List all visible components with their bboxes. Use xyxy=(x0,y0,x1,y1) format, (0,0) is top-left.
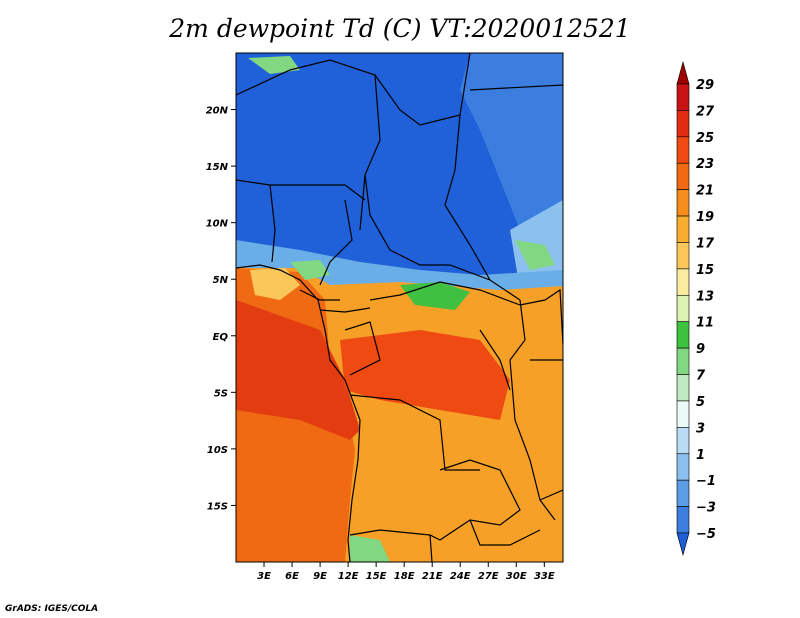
lon-tick-label: 6E xyxy=(285,571,299,582)
colorbar-bin xyxy=(676,453,690,481)
border-nigeria-south xyxy=(299,289,340,301)
lon-tick-label: 3E xyxy=(257,571,271,582)
border-drc-east xyxy=(479,329,511,391)
colorbar-label: 17 xyxy=(696,236,715,251)
colorbar-label: 3 xyxy=(696,421,705,436)
border-chad-sudan xyxy=(444,114,491,281)
colorbar-bin xyxy=(676,162,690,190)
lat-tick-label: 20N xyxy=(206,106,229,117)
border-nigeria-north xyxy=(236,179,366,201)
colorbar-label: 19 xyxy=(696,210,714,225)
colorbar-bin xyxy=(676,60,690,85)
colorbar-bin xyxy=(676,294,690,323)
lat-tick-label: EQ xyxy=(213,332,229,343)
border-zimbabwe xyxy=(469,519,541,546)
longitude-axis: 3E 6E 9E 12E 15E 18E 21E 24E 27E 30E 33E xyxy=(257,562,555,582)
border-libya-chad xyxy=(469,84,563,91)
lat-tick-label: 15S xyxy=(207,501,228,512)
border-nigeria-cameroon xyxy=(319,199,353,286)
lon-tick-label: 18E xyxy=(394,571,415,582)
lat-tick-label: 5S xyxy=(214,388,228,399)
border-drc-angola xyxy=(349,394,480,471)
colorbar-bin xyxy=(676,215,690,243)
dewpoint-field-green-patch-2 xyxy=(290,260,330,280)
colorbar-bin xyxy=(676,321,690,349)
lon-tick-label: 9E xyxy=(313,571,327,582)
colorbar-label: 9 xyxy=(696,342,705,357)
colorbar-label: 7 xyxy=(696,369,706,384)
lon-tick-label: 27E xyxy=(478,571,499,582)
dewpoint-field-gulf-pale xyxy=(250,268,300,300)
colorbar-label: −1 xyxy=(696,474,716,489)
dewpoint-field-green-patch-4 xyxy=(350,535,390,562)
colorbar: 29 27 25 23 21 19 17 15 13 11 9 7 5 3 1 −1 −3 −5 xyxy=(676,60,716,557)
lon-tick-label: 33E xyxy=(534,571,555,582)
colorbar-label: 11 xyxy=(696,316,714,331)
dewpoint-field-lightblue-northeast xyxy=(460,53,563,240)
map-title: 2m dewpoint Td (C) VT:2020012521 xyxy=(169,14,631,43)
colorbar-bin xyxy=(676,242,690,270)
lon-tick-label: 24E xyxy=(450,571,471,582)
lat-tick-label: 15N xyxy=(206,162,229,173)
lon-tick-label: 15E xyxy=(366,571,387,582)
lat-tick-label: 5N xyxy=(213,275,229,286)
colorbar-bin xyxy=(676,506,690,534)
dewpoint-field-coastal-red xyxy=(236,300,360,440)
border-uganda-kenya xyxy=(519,288,563,346)
latitude-axis: 20N 15N 10N 5N EQ 5S 10S 15S xyxy=(206,106,236,512)
colorbar-bin xyxy=(676,427,690,455)
dewpoint-field-congo-red xyxy=(340,330,510,420)
country-borders xyxy=(236,53,563,562)
colorbar-label: −5 xyxy=(696,527,716,542)
colorbar-label: −3 xyxy=(696,501,716,516)
map-frame xyxy=(235,52,564,563)
grads-credit: GrADS: IGES/COLA xyxy=(5,604,99,614)
colorbar-label: 25 xyxy=(696,131,714,146)
colorbar-bin xyxy=(676,136,690,164)
border-botswana xyxy=(429,534,433,562)
map-plot-area xyxy=(236,53,563,562)
border-angola-namibia xyxy=(349,529,441,541)
colorbar-label: 21 xyxy=(696,184,714,199)
colorbar-bin xyxy=(676,268,690,296)
dewpoint-field-green-patch-5 xyxy=(248,56,300,74)
dewpoint-field-green-patch-3 xyxy=(515,240,555,270)
border-car-south xyxy=(369,281,521,306)
lon-tick-label: 21E xyxy=(422,571,443,582)
colorbar-label: 27 xyxy=(696,104,715,119)
colorbar-label: 1 xyxy=(696,448,705,463)
colorbar-label: 29 xyxy=(696,78,714,93)
colorbar-label: 15 xyxy=(696,263,714,278)
colorbar-bin xyxy=(676,532,690,557)
lon-tick-label: 30E xyxy=(506,571,527,582)
colorbar-bin xyxy=(676,400,690,428)
border-chad-west xyxy=(359,174,366,231)
colorbar-bin xyxy=(676,479,690,507)
colorbar-bin xyxy=(676,83,690,111)
colorbar-bin xyxy=(676,110,690,138)
colorbar-bin xyxy=(676,347,690,375)
colorbar-label: 5 xyxy=(696,395,705,410)
lat-tick-label: 10N xyxy=(206,219,229,230)
colorbar-label: 13 xyxy=(696,289,714,304)
lat-tick-label: 10S xyxy=(207,445,228,456)
border-benin-nigeria xyxy=(269,184,276,263)
colorbar-label: 23 xyxy=(696,157,714,172)
border-mozambique xyxy=(539,489,563,501)
border-congo xyxy=(344,321,381,376)
border-cameroon-gabon xyxy=(319,307,371,313)
lon-tick-label: 12E xyxy=(338,571,359,582)
coastline-west-africa xyxy=(236,264,361,562)
border-niger-algeria xyxy=(236,53,471,126)
border-car-north xyxy=(389,249,521,301)
colorbar-bin xyxy=(676,189,690,217)
colorbar-bin xyxy=(676,374,690,402)
